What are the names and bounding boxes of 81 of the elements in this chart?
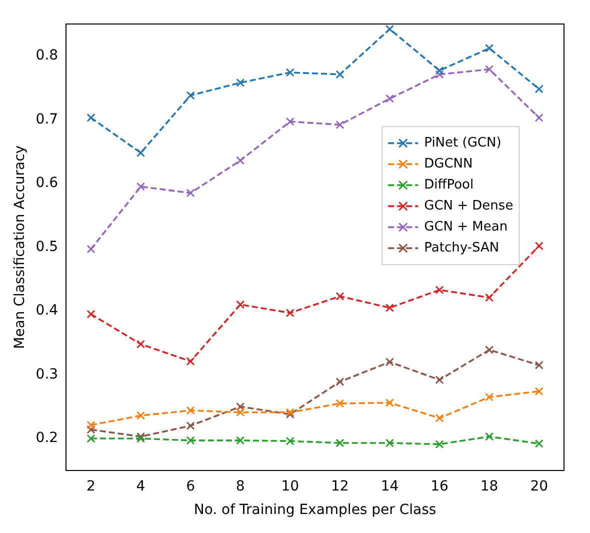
point — [286, 68, 294, 77]
point — [485, 293, 494, 302]
point — [385, 438, 394, 448]
point — [435, 414, 444, 422]
point — [136, 340, 146, 348]
point — [186, 421, 195, 430]
y-axis-title: Mean Classification Accuracy — [12, 145, 28, 350]
point — [485, 346, 494, 354]
point — [236, 156, 245, 165]
point — [136, 182, 146, 191]
x-tick-label: 16 — [430, 478, 449, 494]
legend-label: Patchy-SAN — [424, 240, 500, 256]
x-tick-label: 6 — [186, 478, 196, 494]
point — [385, 94, 394, 103]
point — [286, 117, 294, 126]
y-tick-label: 0.3 — [36, 366, 58, 382]
point — [86, 244, 96, 254]
y-tick-label: 0.4 — [36, 302, 58, 319]
y-tick-label: 0.2 — [36, 430, 58, 446]
point — [236, 78, 245, 87]
point — [534, 439, 544, 448]
point — [485, 432, 494, 441]
point — [435, 440, 444, 449]
x-tick-label: 18 — [480, 478, 498, 494]
point — [385, 398, 394, 408]
x-tick-label: 14 — [380, 478, 399, 494]
x-tick-label: 2 — [86, 478, 96, 494]
point — [534, 360, 544, 370]
x-tick-label: 8 — [236, 478, 245, 494]
point — [485, 392, 494, 402]
point — [485, 64, 494, 74]
point — [485, 44, 494, 53]
point — [336, 292, 344, 301]
legend-label: PiNet (GCN) — [424, 136, 502, 151]
point — [86, 434, 96, 443]
point — [336, 377, 344, 386]
x-tick-label: 10 — [281, 478, 300, 494]
point — [336, 438, 344, 448]
point — [86, 420, 96, 430]
point — [136, 411, 146, 420]
y-tick-label: 0.6 — [36, 175, 58, 192]
x-tick-label: 4 — [136, 478, 146, 494]
point — [534, 113, 544, 122]
point — [186, 406, 195, 415]
x-tick-label: 12 — [331, 478, 349, 494]
y-tick-label: 0.7 — [36, 111, 58, 128]
y-tick-label: 0.5 — [36, 238, 58, 255]
point — [435, 70, 444, 79]
point — [385, 24, 394, 34]
point — [86, 113, 96, 122]
y-tick-label: 0.8 — [36, 48, 58, 64]
x-axis-title: No. of Training Examples per Class — [194, 502, 436, 518]
legend-label: DiffPool — [424, 178, 474, 193]
point — [286, 308, 294, 318]
point — [385, 304, 394, 312]
point — [86, 425, 96, 434]
point — [534, 84, 544, 94]
point — [236, 402, 245, 411]
point — [534, 242, 544, 250]
legend-label: GCN + Mean — [424, 220, 508, 235]
point — [236, 408, 245, 417]
point — [136, 148, 146, 158]
point — [435, 376, 444, 384]
point — [186, 188, 195, 198]
point — [186, 91, 195, 100]
point — [435, 66, 444, 75]
point — [385, 358, 394, 366]
legend-label: GCN + Dense — [424, 198, 514, 214]
point — [236, 436, 245, 445]
point — [534, 387, 544, 396]
point — [186, 436, 195, 445]
point — [435, 286, 444, 294]
x-tick-label: 20 — [530, 478, 548, 494]
point — [336, 120, 344, 130]
point — [336, 70, 344, 79]
legend-label: DGCNN — [424, 156, 473, 172]
point — [336, 399, 344, 408]
point — [186, 357, 195, 366]
point — [286, 436, 294, 446]
point — [236, 300, 245, 309]
point — [86, 310, 96, 318]
